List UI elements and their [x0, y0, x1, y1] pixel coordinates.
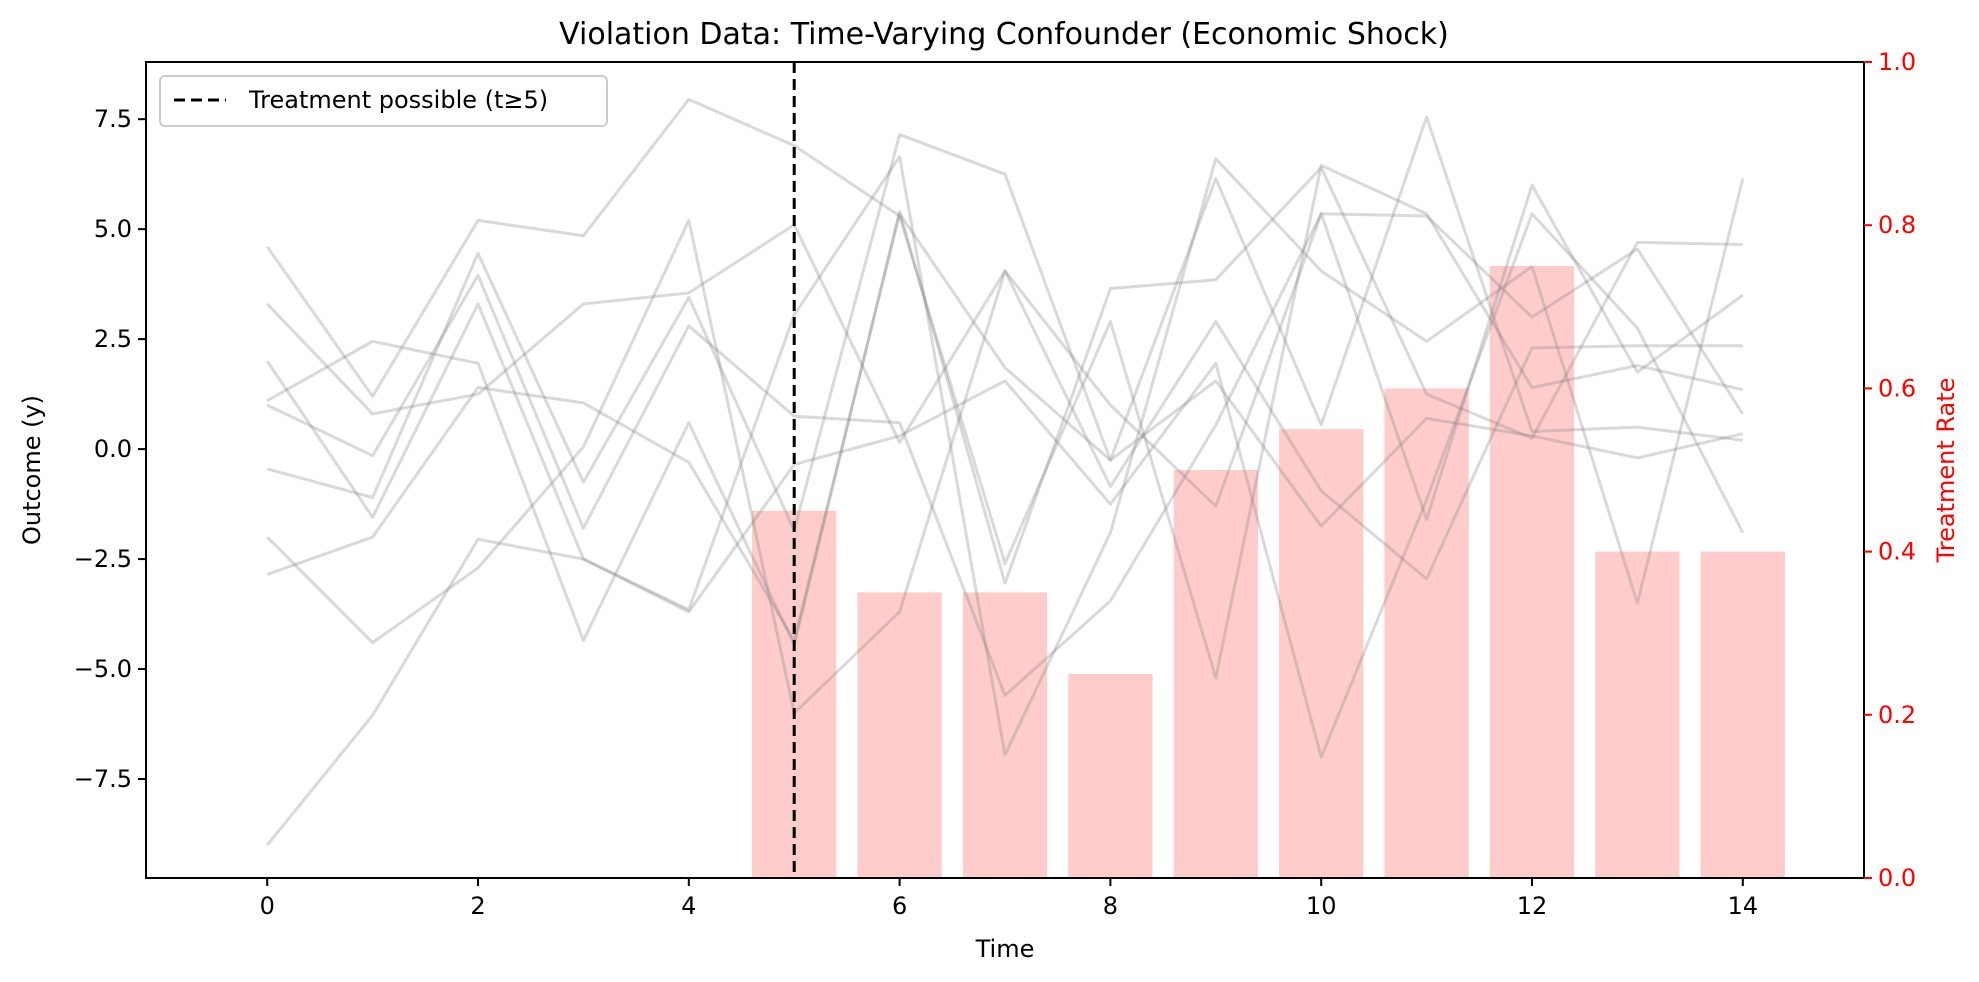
x-tick-label: 4	[681, 892, 696, 920]
x-tick-label: 6	[892, 892, 907, 920]
treatment-rate-bar	[1279, 429, 1364, 878]
y2-tick-label: 0.8	[1878, 211, 1916, 239]
chart-title: Violation Data: Time-Varying Confounder …	[559, 17, 1449, 52]
plot-frame	[145, 61, 1865, 879]
y-axis-title: Outcome (y)	[18, 395, 46, 545]
outcome-series-line	[266, 212, 1745, 846]
outcome-series-line	[266, 166, 1743, 647]
treatment-rate-bar	[1173, 470, 1258, 878]
y2-tick-label: 0.4	[1878, 538, 1916, 566]
treatment-rate-bar	[1068, 674, 1153, 878]
legend-box	[159, 75, 608, 127]
treatment-rate-bar	[1595, 551, 1680, 878]
outcome-series-line	[266, 183, 1744, 697]
outcome-series-line	[266, 115, 1743, 532]
y-axis-right: 0.0 0.2 0.4 0.6 0.8 1.0	[1864, 48, 1916, 892]
outcome-series-line	[266, 218, 1743, 715]
x-tick-label: 10	[1306, 892, 1337, 920]
x-tick-label: 12	[1517, 892, 1548, 920]
treatment-rate-bar	[1700, 551, 1785, 878]
x-tick-label: 2	[470, 892, 485, 920]
outcome-series-line	[265, 155, 1745, 757]
y2-tick-label: 0.0	[1878, 864, 1916, 892]
legend-label: Treatment possible (t≥5)	[248, 86, 548, 114]
x-axis-title: Time	[975, 935, 1035, 963]
y-tick-label: 2.5	[94, 325, 132, 353]
outcome-series-line	[266, 212, 1744, 642]
y-tick-label: −7.5	[74, 765, 132, 793]
x-tick-label: 14	[1728, 892, 1759, 920]
y-tick-label: 0.0	[94, 435, 132, 463]
legend: Treatment possible (t≥5)	[159, 75, 608, 127]
y2-tick-label: 0.2	[1878, 701, 1916, 729]
y2-tick-label: 1.0	[1878, 48, 1916, 76]
x-axis: 0 2 4 6 8 10 12 14	[260, 878, 1758, 920]
x-tick-label: 8	[1103, 892, 1118, 920]
outcome-series-line	[265, 97, 1744, 680]
treatment-rate-bar	[962, 592, 1048, 878]
outcome-series-line	[266, 212, 1745, 508]
y-tick-label: −2.5	[74, 545, 132, 573]
y2-tick-label: 0.6	[1878, 374, 1916, 402]
treatment-rate-bar	[1489, 266, 1575, 878]
y2-axis-title: Treatment Rate	[1932, 378, 1960, 564]
y-tick-label: 5.0	[94, 215, 132, 243]
x-tick-label: 0	[260, 892, 275, 920]
treatment-rate-bar	[1384, 388, 1469, 878]
series-lines-layer	[265, 97, 1745, 846]
bars-layer	[752, 266, 1785, 878]
y-tick-label: 7.5	[94, 105, 132, 133]
treatment-rate-bar	[857, 592, 942, 878]
y-axis-left: −7.5 −5.0 −2.5 0.0 2.5 5.0 7.5	[74, 105, 146, 793]
y-tick-label: −5.0	[74, 655, 132, 683]
